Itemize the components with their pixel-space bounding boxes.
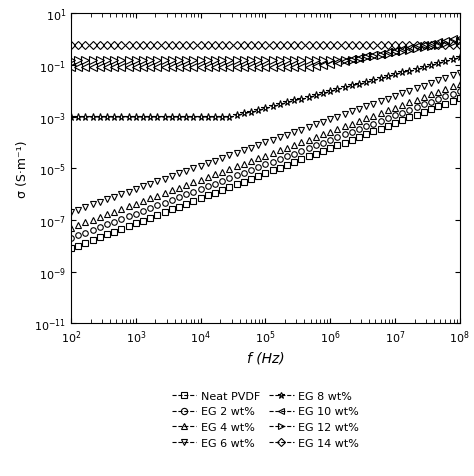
EG 6 wt% bbox=[162, 177, 167, 182]
EG 14 wt% bbox=[212, 43, 218, 49]
EG 10 wt% bbox=[212, 66, 218, 71]
EG 12 wt% bbox=[140, 59, 146, 64]
X-axis label: f (Hz): f (Hz) bbox=[246, 351, 284, 365]
EG 4 wt% bbox=[68, 226, 74, 231]
EG 8 wt% bbox=[414, 67, 419, 72]
EG 8 wt% bbox=[457, 56, 463, 61]
EG 10 wt% bbox=[140, 66, 146, 71]
Line: EG 14 wt%: EG 14 wt% bbox=[68, 43, 463, 49]
EG 4 wt% bbox=[450, 84, 456, 90]
EG 2 wt% bbox=[140, 208, 146, 214]
EG 14 wt% bbox=[414, 43, 419, 49]
Neat PVDF bbox=[111, 229, 117, 235]
EG 4 wt% bbox=[140, 199, 146, 205]
EG 12 wt% bbox=[457, 39, 463, 44]
EG 2 wt% bbox=[111, 219, 117, 225]
EG 12 wt% bbox=[450, 40, 456, 46]
EG 10 wt% bbox=[414, 44, 419, 50]
Line: EG 8 wt%: EG 8 wt% bbox=[67, 55, 464, 121]
Line: EG 2 wt%: EG 2 wt% bbox=[68, 89, 463, 241]
Neat PVDF bbox=[457, 96, 463, 101]
EG 10 wt% bbox=[111, 66, 117, 71]
EG 2 wt% bbox=[212, 181, 218, 187]
EG 12 wt% bbox=[212, 59, 218, 64]
EG 10 wt% bbox=[450, 37, 456, 43]
Line: EG 6 wt%: EG 6 wt% bbox=[68, 71, 463, 216]
Neat PVDF bbox=[162, 210, 167, 216]
Y-axis label: σ (S·m⁻¹): σ (S·m⁻¹) bbox=[16, 140, 29, 198]
EG 4 wt% bbox=[162, 191, 167, 197]
EG 10 wt% bbox=[457, 36, 463, 41]
EG 6 wt% bbox=[457, 71, 463, 77]
Line: EG 12 wt%: EG 12 wt% bbox=[67, 38, 464, 66]
EG 2 wt% bbox=[162, 200, 167, 206]
EG 8 wt% bbox=[111, 115, 117, 120]
EG 2 wt% bbox=[457, 89, 463, 94]
EG 8 wt% bbox=[68, 115, 74, 120]
EG 2 wt% bbox=[414, 105, 419, 111]
EG 14 wt% bbox=[162, 43, 167, 49]
EG 6 wt% bbox=[414, 86, 419, 92]
EG 6 wt% bbox=[212, 159, 218, 164]
Line: Neat PVDF: Neat PVDF bbox=[68, 96, 463, 252]
Line: EG 4 wt%: EG 4 wt% bbox=[68, 82, 463, 231]
Legend: Neat PVDF, EG 2 wt%, EG 4 wt%, EG 6 wt%, EG 8 wt%, EG 10 wt%, EG 12 wt%, EG 14 w: Neat PVDF, EG 2 wt%, EG 4 wt%, EG 6 wt%,… bbox=[172, 391, 359, 447]
EG 10 wt% bbox=[68, 66, 74, 71]
EG 14 wt% bbox=[457, 43, 463, 49]
EG 6 wt% bbox=[68, 210, 74, 216]
EG 4 wt% bbox=[212, 172, 218, 178]
Neat PVDF bbox=[68, 246, 74, 252]
EG 8 wt% bbox=[162, 115, 167, 120]
EG 2 wt% bbox=[68, 236, 74, 241]
EG 4 wt% bbox=[457, 81, 463, 87]
EG 12 wt% bbox=[162, 59, 167, 64]
EG 12 wt% bbox=[111, 59, 117, 64]
EG 10 wt% bbox=[162, 66, 167, 71]
EG 4 wt% bbox=[111, 209, 117, 215]
EG 8 wt% bbox=[140, 115, 146, 120]
Line: EG 10 wt%: EG 10 wt% bbox=[67, 35, 464, 72]
EG 4 wt% bbox=[414, 98, 419, 103]
EG 12 wt% bbox=[414, 47, 419, 52]
EG 14 wt% bbox=[68, 43, 74, 49]
EG 6 wt% bbox=[140, 184, 146, 190]
EG 8 wt% bbox=[450, 58, 456, 63]
EG 8 wt% bbox=[212, 115, 218, 120]
Neat PVDF bbox=[450, 99, 456, 104]
EG 14 wt% bbox=[450, 43, 456, 49]
Neat PVDF bbox=[414, 113, 419, 119]
EG 12 wt% bbox=[68, 59, 74, 64]
EG 2 wt% bbox=[450, 91, 456, 97]
EG 14 wt% bbox=[111, 43, 117, 49]
Neat PVDF bbox=[140, 218, 146, 224]
Neat PVDF bbox=[212, 190, 218, 196]
EG 6 wt% bbox=[450, 73, 456, 79]
EG 6 wt% bbox=[111, 195, 117, 200]
EG 14 wt% bbox=[140, 43, 146, 49]
